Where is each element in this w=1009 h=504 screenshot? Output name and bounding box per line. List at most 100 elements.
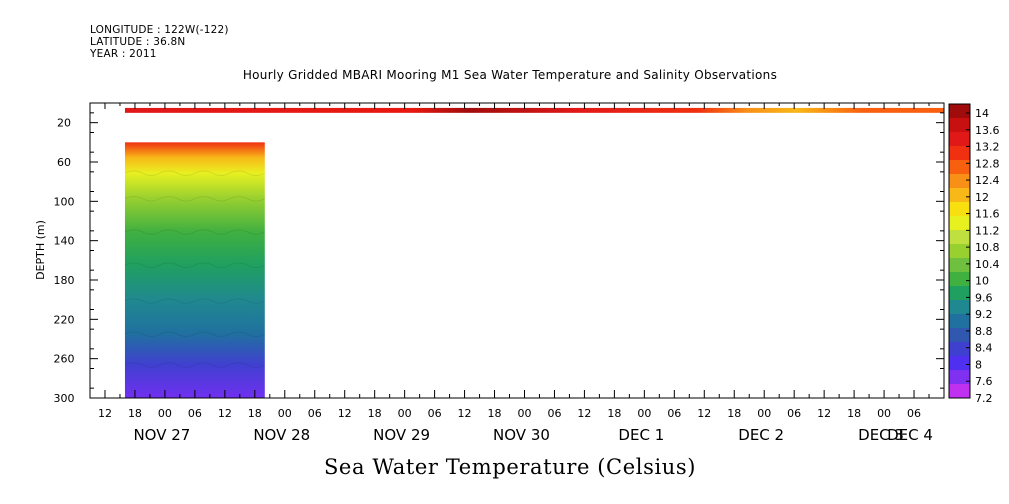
x-tick-label: 12 bbox=[98, 407, 112, 420]
x-day-label: NOV 29 bbox=[373, 426, 430, 444]
longitude-label: LONGITUDE : 122W(-122) bbox=[90, 24, 229, 36]
colorbar-label: 10 bbox=[975, 275, 989, 288]
colorbar-label: 7.6 bbox=[975, 375, 993, 388]
x-day-label: DEC 3 bbox=[858, 426, 904, 444]
colorbar-label: 13.6 bbox=[975, 124, 1000, 137]
colorbar-swatch bbox=[949, 258, 970, 273]
colorbar-label: 8 bbox=[975, 358, 982, 371]
x-day-label: DEC 4 bbox=[887, 426, 933, 444]
x-tick-label: 00 bbox=[278, 407, 292, 420]
x-day-label: NOV 30 bbox=[493, 426, 550, 444]
colorbar-swatch bbox=[949, 328, 970, 343]
colorbar-swatch bbox=[949, 272, 970, 287]
colorbar-label: 12 bbox=[975, 191, 989, 204]
x-tick-label: 06 bbox=[428, 407, 442, 420]
x-tick-label: 12 bbox=[817, 407, 831, 420]
colorbar-swatch bbox=[949, 216, 970, 231]
temperature-contour bbox=[124, 362, 266, 368]
colorbar-swatch bbox=[949, 160, 970, 175]
x-tick-label: 12 bbox=[338, 407, 352, 420]
colorbar-swatch bbox=[949, 244, 970, 259]
temperature-contour bbox=[124, 331, 266, 338]
x-tick-label: 18 bbox=[847, 407, 861, 420]
x-tick-label: 00 bbox=[637, 407, 651, 420]
colorbar-label: 12.4 bbox=[975, 174, 1000, 187]
colorbar-swatch bbox=[949, 132, 970, 147]
x-day-label: NOV 27 bbox=[133, 426, 190, 444]
x-tick-label: 00 bbox=[517, 407, 531, 420]
temperature-contour bbox=[124, 196, 266, 202]
colorbar-label: 14 bbox=[975, 107, 989, 120]
x-tick-label: 18 bbox=[128, 407, 142, 420]
latitude-label: LATITUDE : 36.8N bbox=[90, 36, 186, 48]
x-tick-label: 12 bbox=[697, 407, 711, 420]
temperature-contour bbox=[124, 298, 266, 304]
colorbar-swatch bbox=[949, 174, 970, 189]
y-tick-label: 20 bbox=[57, 117, 71, 130]
x-tick-label: 00 bbox=[757, 407, 771, 420]
x-tick-label: 06 bbox=[547, 407, 561, 420]
colorbar-swatch bbox=[949, 118, 970, 133]
y-axis-label: DEPTH (m) bbox=[34, 220, 47, 280]
colorbar-swatch bbox=[949, 188, 970, 203]
y-tick-label: 60 bbox=[57, 156, 71, 169]
y-tick-label: 300 bbox=[54, 392, 75, 405]
colorbar-label: 11.6 bbox=[975, 208, 1000, 221]
year-label: YEAR : 2011 bbox=[90, 48, 157, 60]
colorbar-label: 11.2 bbox=[975, 224, 1000, 237]
colorbar-label: 12.8 bbox=[975, 157, 1000, 170]
colorbar-swatch bbox=[949, 300, 970, 315]
x-tick-label: 00 bbox=[877, 407, 891, 420]
temperature-contour bbox=[124, 170, 266, 177]
y-tick-label: 100 bbox=[54, 195, 75, 208]
colorbar-swatch bbox=[949, 384, 970, 399]
x-tick-label: 06 bbox=[667, 407, 681, 420]
x-tick-label: 06 bbox=[907, 407, 921, 420]
surface-temperature-band bbox=[124, 107, 945, 113]
x-tick-label: 00 bbox=[398, 407, 412, 420]
colorbar-label: 10.4 bbox=[975, 258, 1000, 271]
colorbar-swatch bbox=[949, 286, 970, 301]
colorbar-swatch bbox=[949, 314, 970, 329]
chart-title: Hourly Gridded MBARI Mooring M1 Sea Wate… bbox=[242, 68, 778, 82]
y-tick-label: 140 bbox=[54, 235, 75, 248]
colorbar-swatch bbox=[949, 104, 970, 119]
colorbar-label: 7.2 bbox=[975, 392, 993, 405]
x-tick-label: 06 bbox=[308, 407, 322, 420]
y-tick-label: 260 bbox=[54, 353, 75, 366]
x-tick-label: 12 bbox=[577, 407, 591, 420]
colorbar-frame bbox=[948, 103, 971, 399]
x-tick-label: 06 bbox=[787, 407, 801, 420]
colorbar-label: 9.2 bbox=[975, 308, 993, 321]
x-tick-label: 18 bbox=[607, 407, 621, 420]
x-tick-label: 00 bbox=[158, 407, 172, 420]
colorbar-swatch bbox=[949, 146, 970, 161]
x-tick-label: 18 bbox=[727, 407, 741, 420]
x-day-label: DEC 1 bbox=[618, 426, 664, 444]
x-tick-label: 12 bbox=[218, 407, 232, 420]
x-tick-label: 12 bbox=[458, 407, 472, 420]
colorbar-label: 13.2 bbox=[975, 141, 1000, 154]
x-tick-label: 06 bbox=[188, 407, 202, 420]
y-tick-label: 180 bbox=[54, 274, 75, 287]
x-axis-title: Sea Water Temperature (Celsius) bbox=[323, 455, 697, 479]
x-day-label: DEC 2 bbox=[738, 426, 784, 444]
temperature-contour bbox=[124, 229, 266, 235]
colorbar-label: 9.6 bbox=[975, 291, 993, 304]
colorbar-swatch bbox=[949, 342, 970, 357]
x-tick-label: 18 bbox=[248, 407, 262, 420]
y-tick-label: 220 bbox=[54, 313, 75, 326]
x-day-label: NOV 28 bbox=[253, 426, 310, 444]
colorbar-label: 8.4 bbox=[975, 342, 993, 355]
colorbar-swatch bbox=[949, 356, 970, 371]
colorbar-swatch bbox=[949, 202, 970, 217]
colorbar-label: 8.8 bbox=[975, 325, 993, 338]
depth-temperature-column bbox=[124, 142, 265, 398]
x-tick-label: 18 bbox=[368, 407, 382, 420]
colorbar-swatch bbox=[949, 230, 970, 245]
x-tick-label: 18 bbox=[488, 407, 502, 420]
temperature-contour bbox=[124, 262, 266, 269]
colorbar-label: 10.8 bbox=[975, 241, 1000, 254]
colorbar-swatch bbox=[949, 370, 970, 385]
